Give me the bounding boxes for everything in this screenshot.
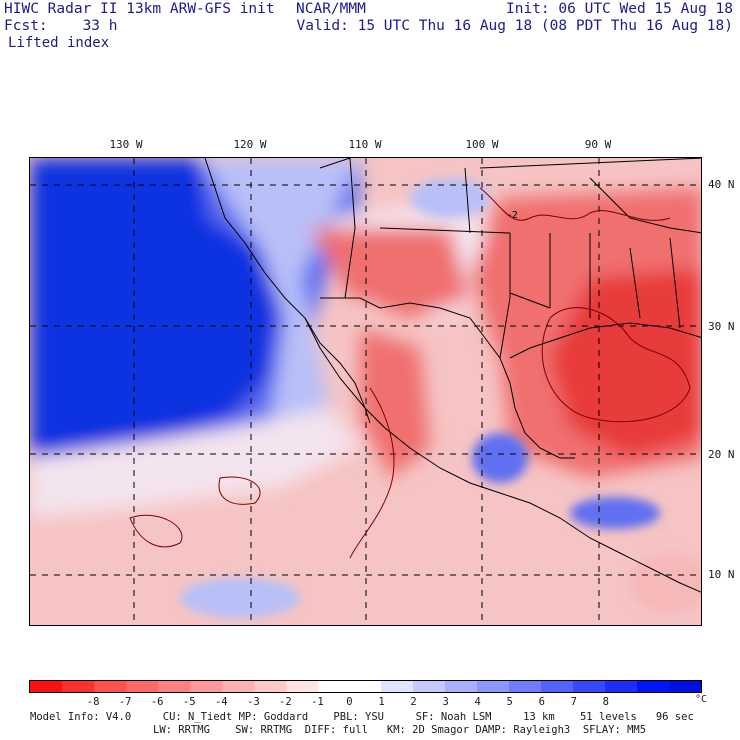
colorbar-cell (253, 681, 286, 692)
colorbar-tick-label: 4 (474, 696, 481, 708)
colorbar-unit: °C (695, 694, 708, 705)
gulf-coast-us (509, 322, 701, 359)
colorbar-cell (349, 681, 382, 692)
colorbar-cell (541, 681, 574, 692)
colorbar-cell (445, 681, 478, 692)
stable-pocket-mexico (472, 433, 528, 483)
contour-sierra (349, 387, 395, 559)
lon-label-90w: 90 W (584, 138, 612, 151)
colorbar-tick-label: -7 (118, 696, 132, 708)
colorbar-cell (157, 681, 190, 692)
contour-north (479, 187, 671, 221)
colorbar-tick-label: -6 (150, 696, 164, 708)
contour-ocean-cells (129, 476, 261, 548)
colorbar-tick-label: 6 (538, 696, 545, 708)
lat-label-10n: 10 N (708, 568, 735, 581)
field-name: Lifted index (8, 35, 110, 51)
lon-label-100w: 100 W (465, 138, 499, 151)
lon-label-110w: 110 W (348, 138, 382, 151)
unstable-sierra-madre (360, 328, 430, 478)
us-mexico-border (320, 297, 501, 359)
map-canvas: -2 (30, 158, 701, 625)
colorbar-tick-label: -2 (279, 696, 292, 708)
gulf-coast-mexico (499, 357, 575, 459)
stable-ocean-core (30, 158, 280, 458)
contour-gulf (541, 307, 691, 423)
colorbar-tick-label: 5 (506, 696, 513, 708)
colorbar-tick-label: -8 (86, 696, 100, 708)
colorbar-cell (381, 681, 414, 692)
colorbar-cell (509, 681, 542, 692)
colorbar-cell (605, 681, 638, 692)
unstable-southwest (310, 228, 470, 318)
colorbar-cell (125, 681, 158, 692)
stable-pocket-rockies (410, 178, 490, 218)
lifted-index-map: -2 (29, 157, 702, 626)
run-title: HIWC Radar II 13km ARW-GFS init (4, 1, 275, 17)
colorbar-cell (61, 681, 94, 692)
colorbar-tick-label: -3 (247, 696, 260, 708)
init-time: Init: 06 UTC Wed 15 Aug 18 (506, 1, 733, 17)
near-zero-band (30, 408, 360, 518)
state-borders (344, 158, 701, 359)
valid-time: Valid: 15 UTC Thu 16 Aug 18 (08 PDT Thu … (296, 18, 734, 34)
graticule (30, 158, 701, 625)
colorbar-tick-label: 7 (570, 696, 577, 708)
lat-label-20n: 20 N (708, 448, 735, 461)
mexico-pacific-coast (304, 317, 701, 593)
colorbar-cell (93, 681, 126, 692)
colorbar-cell (477, 681, 510, 692)
pacific-coastline (204, 158, 371, 424)
contour-label: -2 (508, 210, 518, 221)
colorbar-cell (189, 681, 222, 692)
colorbar-cell (669, 681, 702, 692)
colorbar-cell (573, 681, 606, 692)
colorbar-cell (413, 681, 446, 692)
colorbar-tick-label: -1 (311, 696, 324, 708)
colorbar-cell (317, 681, 350, 692)
colorbar-tick-label: -4 (214, 696, 228, 708)
coastlines (204, 158, 701, 593)
center-name: NCAR/MMM (296, 1, 366, 17)
colorbar-tick-label: -5 (182, 696, 196, 708)
colorbar-tick-label: 3 (442, 696, 449, 708)
lat-label-40n: 40 N (708, 178, 735, 191)
lon-label-120w: 120 W (233, 138, 267, 151)
lon-label-130w: 130 W (109, 138, 143, 151)
forecast-hour: Fcst: 33 h (4, 18, 118, 34)
colorbar-tick-label: 0 (346, 696, 353, 708)
unstable-caribbean (630, 553, 701, 613)
colorbar (29, 680, 702, 693)
model-info-line2: LW: RRTMG SW: RRTMG DIFF: full KM: 2D Sm… (153, 724, 647, 736)
colorbar-cell (285, 681, 318, 692)
great-lakes-outline (319, 158, 701, 234)
contours-minus2 (129, 187, 691, 559)
lat-label-30n: 30 N (708, 320, 735, 333)
colorbar-cell (30, 681, 62, 692)
model-info-line1: Model Info: V4.0 CU: N_Tiedt MP: Goddard… (30, 711, 694, 723)
colorbar-tick-label: 1 (378, 696, 385, 708)
colorbar-tick-label: 2 (410, 696, 417, 708)
stable-pocket-south (180, 578, 300, 618)
stable-pocket-central-america (570, 497, 660, 529)
colorbar-cell (637, 681, 670, 692)
colorbar-tick-label: 8 (602, 696, 609, 708)
unstable-core-gulf (550, 268, 701, 458)
colorbar-cell (221, 681, 254, 692)
